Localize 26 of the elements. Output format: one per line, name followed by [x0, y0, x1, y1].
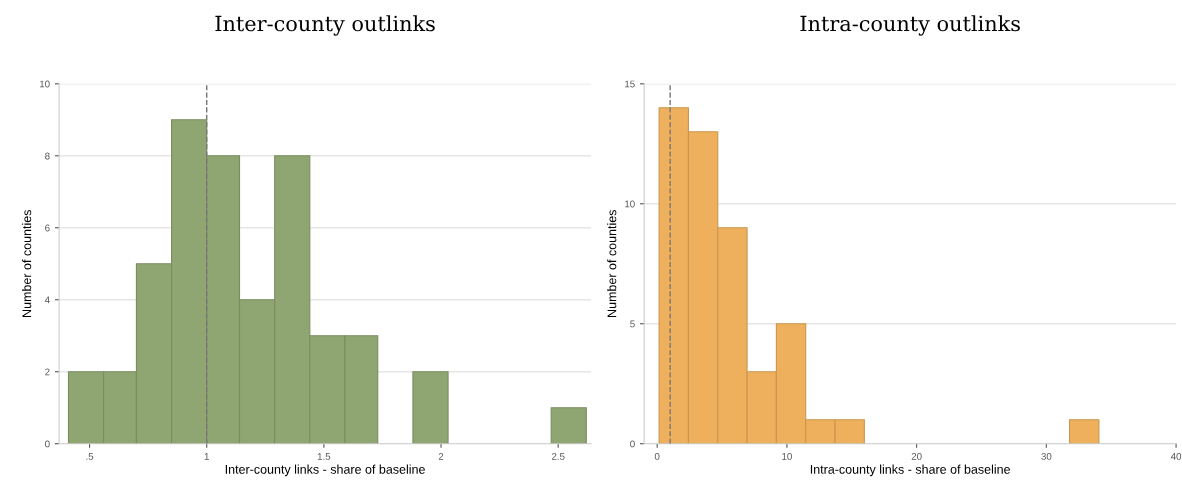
y-tick-label: 8	[45, 152, 50, 160]
y-tick-label: 5	[630, 320, 635, 328]
y-tick-label: 15	[625, 80, 635, 88]
y-axis-title: Number of counties	[607, 210, 617, 317]
y-axis-title: Number of counties	[22, 210, 32, 317]
y-tick-label: 2	[45, 368, 50, 376]
x-tick-label: 10	[782, 452, 792, 460]
y-tick-label: 10	[625, 200, 635, 208]
x-tick-label: 0	[654, 452, 660, 460]
x-tick-label: 30	[1041, 452, 1052, 460]
x-tick-label: .5	[86, 453, 94, 460]
x-axis-title: Inter-county links - share of baseline	[225, 464, 425, 477]
x-tick-label: 1	[204, 453, 209, 460]
x-tick-label: 40	[1170, 452, 1182, 460]
chart-title: Inter-county outlinks	[215, 15, 435, 36]
x-axis-title: Intra-county links - share of baseline	[810, 464, 1010, 477]
x-tick-label: 1.5	[317, 453, 331, 460]
y-tick-label: 6	[45, 224, 50, 232]
y-tick-label: 4	[44, 296, 50, 304]
y-tick-label: 10	[40, 80, 50, 88]
chart-title: Intra-county outlinks	[800, 15, 1020, 36]
x-tick-label: 2.5	[551, 452, 565, 460]
y-tick-label: 0	[630, 440, 635, 448]
x-tick-label: 2	[438, 452, 444, 460]
y-tick-label: 0	[45, 440, 50, 448]
x-tick-label: 20	[911, 452, 922, 460]
